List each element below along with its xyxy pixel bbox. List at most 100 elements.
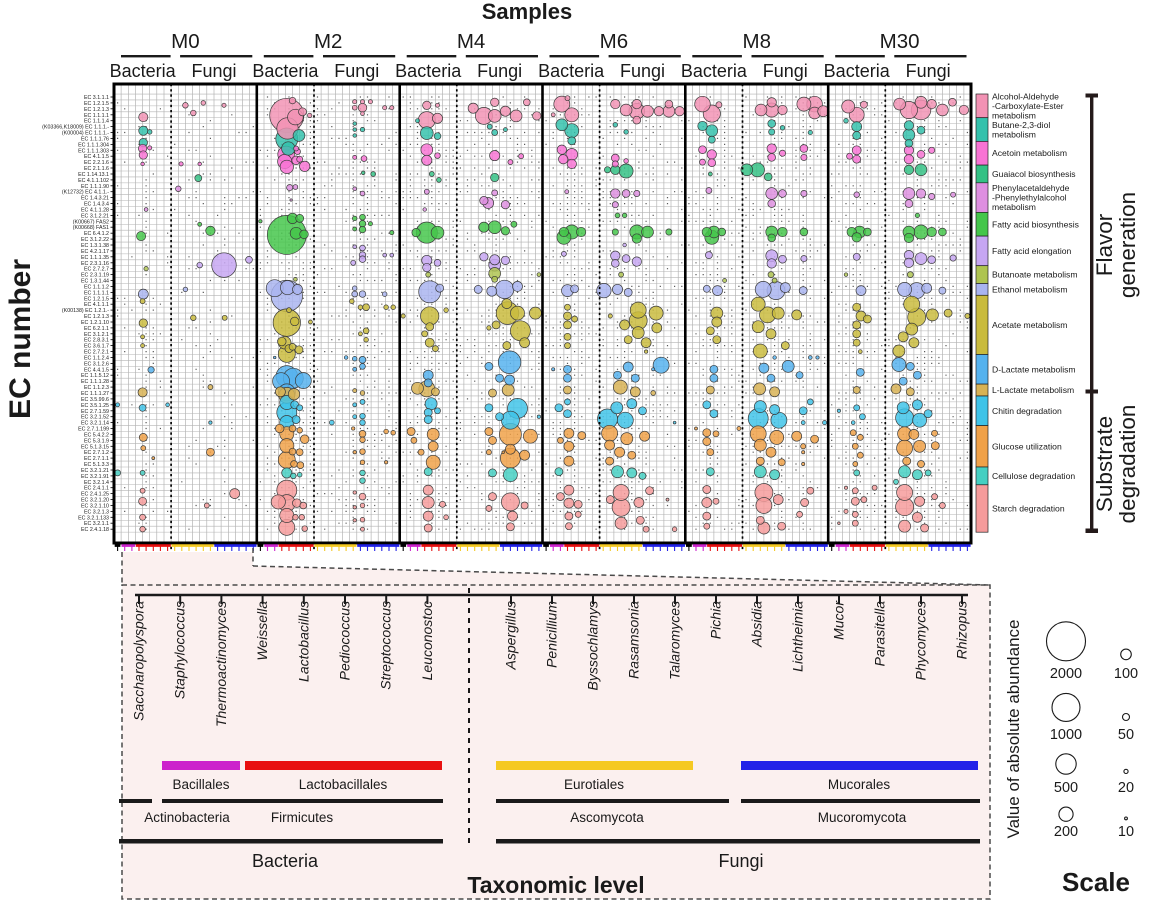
svg-text:Mucor: Mucor bbox=[831, 600, 847, 640]
svg-text:50: 50 bbox=[1118, 727, 1134, 743]
svg-text:Acetoin metabolism: Acetoin metabolism bbox=[992, 148, 1067, 158]
svg-text:10: 10 bbox=[1118, 824, 1134, 840]
svg-text:D-Lactate metabolism: D-Lactate metabolism bbox=[992, 364, 1076, 374]
svg-text:Scale: Scale bbox=[1062, 867, 1130, 897]
svg-text:EC 2.7.1.1: EC 2.7.1.1 bbox=[84, 456, 109, 462]
svg-text:EC 2.4.1.18: EC 2.4.1.18 bbox=[81, 527, 109, 533]
svg-text:EC 3.5.99.6: EC 3.5.99.6 bbox=[81, 397, 109, 403]
svg-text:Actinobacteria: Actinobacteria bbox=[144, 810, 230, 825]
svg-text:EC 1.3.1.38: EC 1.3.1.38 bbox=[81, 243, 109, 249]
svg-text:Pichia: Pichia bbox=[708, 601, 724, 639]
svg-text:EC 1.1.1.1: EC 1.1.1.1 bbox=[84, 290, 109, 296]
svg-text:EC 2.7.1.59: EC 2.7.1.59 bbox=[81, 409, 109, 415]
svg-text:Chitin degradation: Chitin degradation bbox=[992, 406, 1062, 416]
svg-text:(K03366,K18009) EC 1.1.1.-: (K03366,K18009) EC 1.1.1.- bbox=[42, 125, 109, 131]
svg-text:Firmicutes: Firmicutes bbox=[271, 810, 334, 825]
svg-text:EC 3.1.2.22: EC 3.1.2.22 bbox=[81, 237, 109, 243]
svg-text:EC 3.1.1.1: EC 3.1.1.1 bbox=[84, 95, 109, 101]
svg-text:-Carboxylate-Ester: -Carboxylate-Ester bbox=[992, 101, 1064, 111]
svg-text:Eurotiales: Eurotiales bbox=[564, 777, 624, 792]
svg-text:100: 100 bbox=[1114, 666, 1138, 682]
svg-text:200: 200 bbox=[1054, 824, 1078, 840]
svg-text:Streptococcus: Streptococcus bbox=[378, 601, 394, 690]
svg-text:Bacteria: Bacteria bbox=[252, 61, 319, 81]
svg-text:EC 5.4.2.2: EC 5.4.2.2 bbox=[84, 432, 109, 438]
svg-text:Fungi: Fungi bbox=[191, 61, 236, 81]
svg-text:Bacillales: Bacillales bbox=[172, 777, 229, 792]
svg-text:EC 2.4.1.1: EC 2.4.1.1 bbox=[84, 486, 109, 492]
svg-text:Bacteria: Bacteria bbox=[681, 61, 748, 81]
svg-text:EC 1.3.1.44: EC 1.3.1.44 bbox=[81, 279, 109, 285]
svg-text:Rasamsonia: Rasamsonia bbox=[626, 601, 642, 679]
svg-text:EC 3.2.1.1: EC 3.2.1.1 bbox=[84, 521, 109, 527]
svg-text:Bacteria: Bacteria bbox=[110, 61, 177, 81]
svg-text:EC 2.3.1.19: EC 2.3.1.19 bbox=[81, 273, 109, 279]
svg-text:EC 6.4.1.2: EC 6.4.1.2 bbox=[84, 231, 109, 237]
svg-text:EC 4.1.1.5: EC 4.1.1.5 bbox=[84, 154, 109, 160]
svg-text:Penicillium: Penicillium bbox=[544, 601, 560, 668]
svg-text:EC 1.1.2.4: EC 1.1.2.4 bbox=[84, 356, 109, 362]
svg-text:EC 2.7.2.1: EC 2.7.2.1 bbox=[84, 350, 109, 356]
svg-text:Bacteria: Bacteria bbox=[252, 851, 319, 871]
svg-text:EC 3.2.1.4: EC 3.2.1.4 bbox=[84, 480, 109, 486]
svg-text:EC 6.2.1.1: EC 6.2.1.1 bbox=[84, 326, 109, 332]
svg-text:Lichtheimia: Lichtheimia bbox=[790, 601, 806, 672]
svg-text:EC 1.2.1.3: EC 1.2.1.3 bbox=[84, 107, 109, 113]
svg-text:EC 1.1.2.3: EC 1.1.2.3 bbox=[84, 385, 109, 391]
svg-text:Value of absolute abundance: Value of absolute abundance bbox=[1004, 620, 1023, 839]
svg-text:EC 3.6.1.7: EC 3.6.1.7 bbox=[84, 344, 109, 350]
svg-text:L-Lactate metabolism: L-Lactate metabolism bbox=[992, 385, 1074, 395]
svg-text:Fungi: Fungi bbox=[718, 851, 763, 871]
svg-text:EC 2.4.1.25: EC 2.4.1.25 bbox=[81, 492, 109, 498]
svg-text:Alcohol-Aldehyde: Alcohol-Aldehyde bbox=[992, 92, 1059, 102]
svg-text:Mucorales: Mucorales bbox=[828, 777, 891, 792]
svg-text:EC 1.2.1.3: EC 1.2.1.3 bbox=[84, 314, 109, 320]
svg-text:EC 2.7.1.199: EC 2.7.1.199 bbox=[78, 427, 109, 433]
svg-text:EC 2.8.3.1: EC 2.8.3.1 bbox=[84, 338, 109, 344]
svg-text:Lactobacillales: Lactobacillales bbox=[299, 777, 388, 792]
svg-text:Pediococcus: Pediococcus bbox=[337, 601, 353, 680]
svg-text:Lactobacillus: Lactobacillus bbox=[295, 601, 311, 682]
svg-text:EC 2.7.1.2: EC 2.7.1.2 bbox=[84, 450, 109, 456]
svg-text:(K00668) FAS1: (K00668) FAS1 bbox=[73, 225, 109, 231]
svg-text:EC 2.3.1.16: EC 2.3.1.16 bbox=[81, 261, 109, 267]
svg-text:EC 1.4.3.21: EC 1.4.3.21 bbox=[81, 196, 109, 202]
svg-text:EC 4.2.1.17: EC 4.2.1.17 bbox=[81, 249, 109, 255]
svg-text:Fungi: Fungi bbox=[906, 61, 951, 81]
svg-text:Mucoromycota: Mucoromycota bbox=[818, 810, 907, 825]
svg-text:EC 5.3.1.9: EC 5.3.1.9 bbox=[84, 438, 109, 444]
svg-text:EC 3.2.1.3: EC 3.2.1.3 bbox=[84, 509, 109, 515]
svg-text:EC 4.4.1.5: EC 4.4.1.5 bbox=[84, 367, 109, 373]
svg-text:EC 2.2.1.6: EC 2.2.1.6 bbox=[84, 160, 109, 166]
svg-text:metabolism: metabolism bbox=[992, 129, 1036, 139]
svg-text:Acetate metabolism: Acetate metabolism bbox=[992, 320, 1067, 330]
svg-text:Bacteria: Bacteria bbox=[538, 61, 605, 81]
svg-text:Substrate: Substrate bbox=[1092, 416, 1117, 512]
svg-text:EC 1.1.1.27: EC 1.1.1.27 bbox=[81, 391, 109, 397]
svg-text:EC 4.1.1.1: EC 4.1.1.1 bbox=[84, 302, 109, 308]
svg-text:EC 1.1.1.28: EC 1.1.1.28 bbox=[81, 379, 109, 385]
svg-text:EC 3.1.2.1: EC 3.1.2.1 bbox=[84, 332, 109, 338]
svg-text:Parasitella: Parasitella bbox=[872, 601, 888, 667]
svg-text:Fungi: Fungi bbox=[477, 61, 522, 81]
svg-text:degradation: degradation bbox=[1115, 405, 1140, 524]
svg-text:Aspergillus: Aspergillus bbox=[503, 601, 519, 670]
svg-text:M4: M4 bbox=[457, 30, 485, 53]
svg-text:Fatty acid biosynthesis: Fatty acid biosynthesis bbox=[992, 219, 1079, 229]
svg-text:M2: M2 bbox=[314, 30, 342, 53]
svg-text:metabolism: metabolism bbox=[992, 202, 1036, 212]
svg-text:Saccharopolyspora: Saccharopolyspora bbox=[131, 601, 147, 721]
svg-text:EC 1.1.1.4: EC 1.1.1.4 bbox=[84, 119, 109, 125]
svg-text:Butanoate metabolism: Butanoate metabolism bbox=[992, 270, 1078, 280]
svg-text:Phycomyces: Phycomyces bbox=[913, 601, 929, 680]
svg-text:Fungi: Fungi bbox=[334, 61, 379, 81]
svg-text:EC 3.1.2.6: EC 3.1.2.6 bbox=[84, 361, 109, 367]
svg-text:Bacteria: Bacteria bbox=[395, 61, 462, 81]
svg-text:EC 5.1.3.15: EC 5.1.3.15 bbox=[81, 444, 109, 450]
svg-text:generation: generation bbox=[1115, 192, 1140, 298]
svg-text:EC 2.1.1.6: EC 2.1.1.6 bbox=[84, 166, 109, 172]
svg-text:EC 1.2.1.5: EC 1.2.1.5 bbox=[84, 101, 109, 107]
svg-text:EC 1.1.1.90: EC 1.1.1.90 bbox=[81, 184, 109, 190]
svg-text:EC 1.2.1.5: EC 1.2.1.5 bbox=[84, 296, 109, 302]
svg-text:EC 3.2.1.10: EC 3.2.1.10 bbox=[81, 504, 109, 510]
